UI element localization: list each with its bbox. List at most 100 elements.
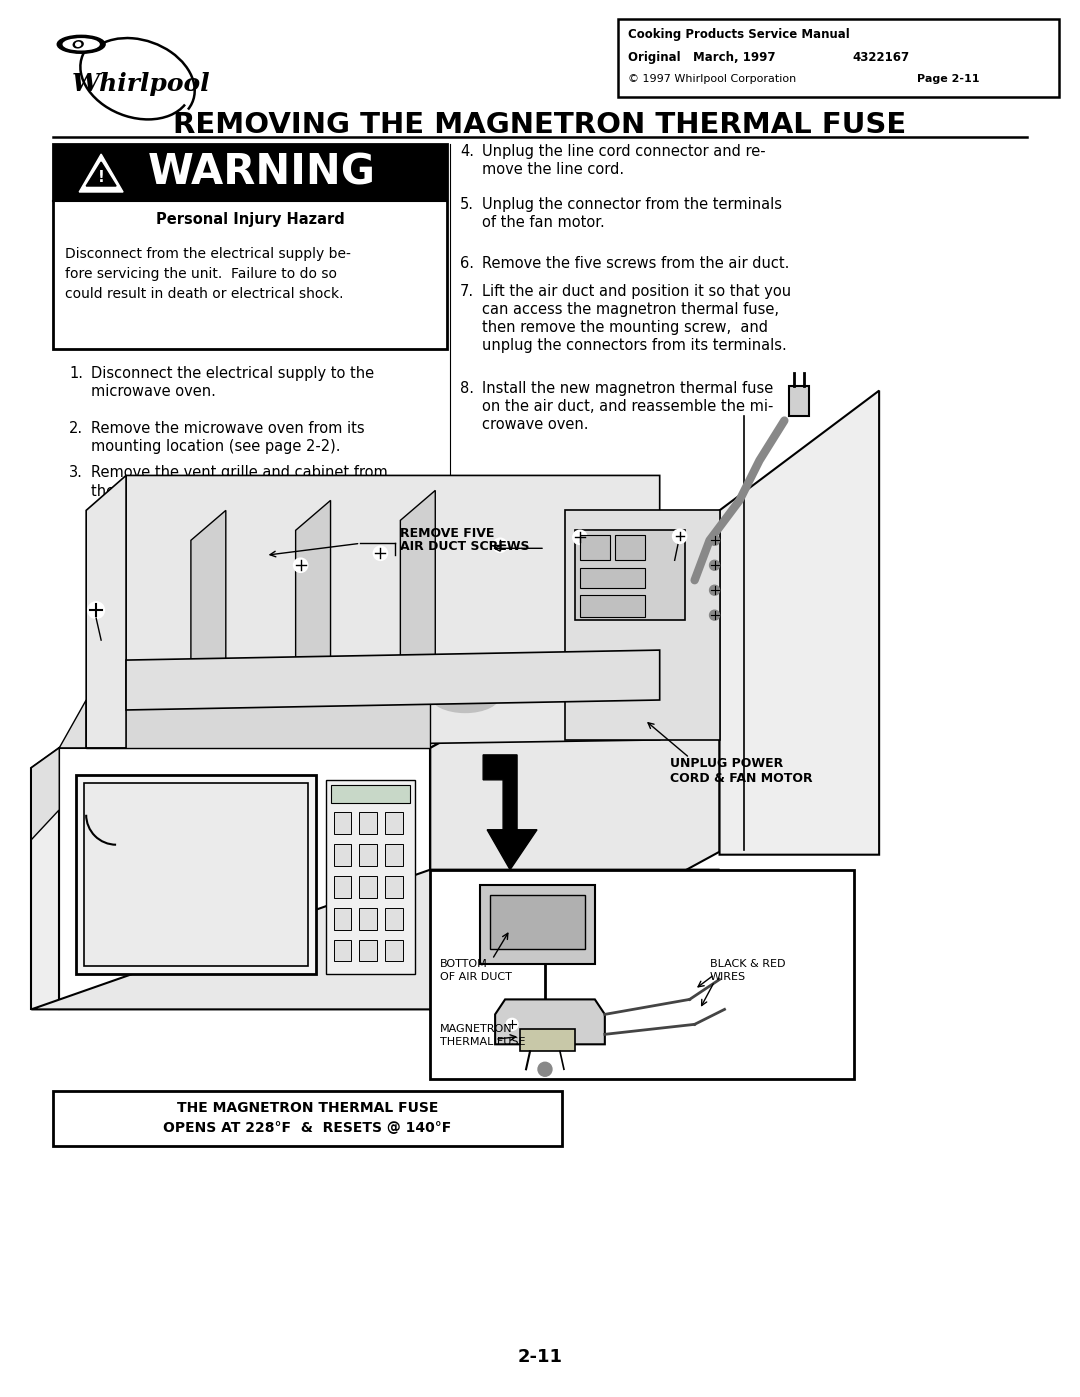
Bar xyxy=(575,531,685,620)
Text: 1.: 1. xyxy=(69,366,83,380)
Circle shape xyxy=(710,610,719,620)
Text: MAGNETRON: MAGNETRON xyxy=(441,1024,513,1034)
Text: microwave oven.: microwave oven. xyxy=(91,384,216,398)
Text: on the air duct, and reassemble the mi-: on the air duct, and reassemble the mi- xyxy=(482,398,773,414)
Text: THERMAL FUSE: THERMAL FUSE xyxy=(441,1038,526,1048)
Text: Page 2-11: Page 2-11 xyxy=(917,74,980,84)
Bar xyxy=(618,20,1058,98)
Polygon shape xyxy=(86,700,430,747)
Text: 6.: 6. xyxy=(460,256,474,271)
Text: Disconnect the electrical supply to the: Disconnect the electrical supply to the xyxy=(91,366,375,380)
Bar xyxy=(386,876,403,898)
Text: Unplug the connector from the terminals: Unplug the connector from the terminals xyxy=(482,197,782,212)
Text: CORD & FAN MOTOR: CORD & FAN MOTOR xyxy=(670,771,812,785)
Polygon shape xyxy=(31,747,59,840)
Text: 7.: 7. xyxy=(460,284,474,299)
Polygon shape xyxy=(59,747,430,1010)
Circle shape xyxy=(710,535,719,545)
Bar xyxy=(330,785,410,803)
Text: BLACK & RED: BLACK & RED xyxy=(710,960,785,970)
Ellipse shape xyxy=(430,678,500,712)
Circle shape xyxy=(673,529,687,543)
Text: Remove the vent grille and cabinet from: Remove the vent grille and cabinet from xyxy=(91,465,388,481)
Bar xyxy=(580,535,610,560)
Circle shape xyxy=(507,1018,518,1031)
Bar xyxy=(580,569,645,588)
Bar xyxy=(386,908,403,929)
Polygon shape xyxy=(495,999,605,1045)
Text: WARNING: WARNING xyxy=(148,151,376,193)
Text: 2.: 2. xyxy=(69,420,83,436)
Text: crowave oven.: crowave oven. xyxy=(482,416,589,432)
Text: 2-11: 2-11 xyxy=(517,1348,563,1366)
Text: Cooking Products Service Manual: Cooking Products Service Manual xyxy=(627,28,850,41)
Text: 4322167: 4322167 xyxy=(852,50,909,64)
Circle shape xyxy=(538,1062,552,1076)
Text: 4.: 4. xyxy=(460,144,474,159)
Ellipse shape xyxy=(57,35,105,53)
Polygon shape xyxy=(59,700,86,747)
Bar xyxy=(334,908,351,929)
Circle shape xyxy=(572,531,586,545)
Text: AIR DUCT SCREWS: AIR DUCT SCREWS xyxy=(401,541,530,553)
Text: could result in death or electrical shock.: could result in death or electrical shoc… xyxy=(65,286,343,300)
Bar xyxy=(580,595,645,617)
Bar xyxy=(360,876,377,898)
Text: REMOVE FIVE: REMOVE FIVE xyxy=(401,527,495,541)
Text: on page 2-3).: on page 2-3). xyxy=(91,502,189,517)
Text: Remove the five screws from the air duct.: Remove the five screws from the air duct… xyxy=(482,256,789,271)
Circle shape xyxy=(710,560,719,570)
Polygon shape xyxy=(126,650,660,710)
Bar xyxy=(490,894,585,950)
Ellipse shape xyxy=(73,41,83,47)
Ellipse shape xyxy=(64,39,99,50)
Text: Install the new magnetron thermal fuse: Install the new magnetron thermal fuse xyxy=(482,380,773,395)
Circle shape xyxy=(494,538,508,552)
Bar xyxy=(334,876,351,898)
Text: Unplug the line cord connector and re-: Unplug the line cord connector and re- xyxy=(482,144,766,159)
Text: © 1997 Whirlpool Corporation: © 1997 Whirlpool Corporation xyxy=(627,74,796,84)
Text: 3.: 3. xyxy=(69,465,83,481)
Polygon shape xyxy=(430,590,719,1010)
Text: BOTTOM: BOTTOM xyxy=(441,960,488,970)
Text: fore servicing the unit.  Failure to do so: fore servicing the unit. Failure to do s… xyxy=(65,267,337,281)
Text: Disconnect from the electrical supply be-: Disconnect from the electrical supply be… xyxy=(65,247,351,261)
Bar xyxy=(53,1091,562,1146)
Circle shape xyxy=(89,602,104,617)
Polygon shape xyxy=(31,747,59,1010)
Bar xyxy=(360,908,377,929)
Polygon shape xyxy=(296,500,330,665)
Polygon shape xyxy=(401,490,435,659)
Bar xyxy=(334,940,351,961)
Text: Remove the microwave oven from its: Remove the microwave oven from its xyxy=(91,420,365,436)
Text: move the line cord.: move the line cord. xyxy=(482,162,624,177)
Bar xyxy=(334,812,351,834)
Bar xyxy=(386,940,403,961)
Text: THE MAGNETRON THERMAL FUSE: THE MAGNETRON THERMAL FUSE xyxy=(177,1101,438,1115)
Polygon shape xyxy=(483,754,537,870)
Polygon shape xyxy=(59,590,719,747)
Polygon shape xyxy=(86,162,116,186)
Bar xyxy=(325,780,416,975)
Bar xyxy=(615,535,645,560)
Bar xyxy=(386,844,403,866)
Text: REMOVING THE MAGNETRON THERMAL FUSE: REMOVING THE MAGNETRON THERMAL FUSE xyxy=(174,112,906,140)
Text: 5.: 5. xyxy=(460,197,474,212)
Bar xyxy=(360,844,377,866)
Text: mounting location (see page 2-2).: mounting location (see page 2-2). xyxy=(91,439,340,454)
Polygon shape xyxy=(79,154,123,191)
Bar xyxy=(521,1030,575,1052)
Text: OPENS AT 228°F  &  RESETS @ 140°F: OPENS AT 228°F & RESETS @ 140°F xyxy=(163,1122,451,1136)
Text: OF AIR DUCT: OF AIR DUCT xyxy=(441,972,512,982)
Bar xyxy=(334,844,351,866)
Polygon shape xyxy=(191,510,226,659)
Text: 8.: 8. xyxy=(460,380,474,395)
Polygon shape xyxy=(719,391,879,855)
Text: UNPLUG POWER: UNPLUG POWER xyxy=(670,757,783,770)
Polygon shape xyxy=(31,870,719,1010)
Text: Original   March, 1997: Original March, 1997 xyxy=(627,50,775,64)
Bar xyxy=(481,884,595,964)
Bar xyxy=(360,812,377,834)
Circle shape xyxy=(294,559,308,573)
Bar xyxy=(53,144,447,349)
